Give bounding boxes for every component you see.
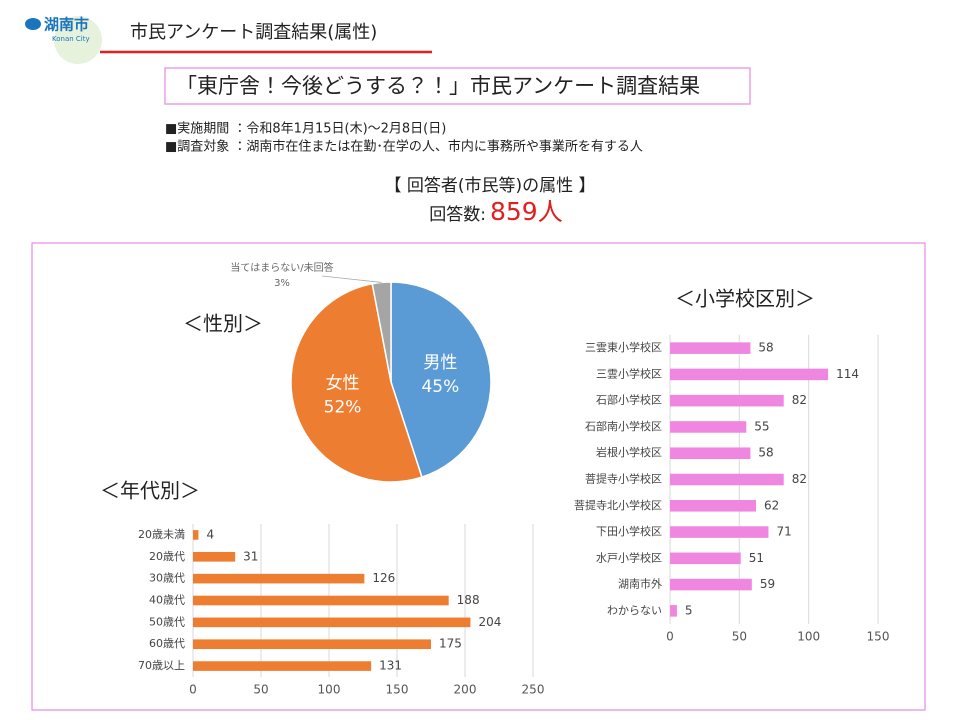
info-line: ■調査対象 ：湖南市在住または在勤･在学の人、市内に事務所や事業所を有する人 (165, 139, 643, 155)
data-label: 62 (764, 498, 779, 512)
chart-title: ＜小学校区別＞ (675, 287, 815, 311)
bar (670, 421, 747, 433)
slice-label: 男性 (423, 353, 457, 373)
data-label: 51 (749, 551, 764, 565)
slice-label: 女性 (326, 373, 360, 393)
bar (193, 530, 199, 540)
slice-value: 3% (274, 278, 290, 289)
y-tick-label: 菩提寺北小学校区 (574, 498, 662, 512)
pie-slice (371, 281, 392, 383)
data-label: 175 (439, 637, 462, 651)
y-tick-label: 70歳以上 (138, 659, 185, 672)
x-tick-label: 150 (386, 683, 409, 697)
y-tick-label: 30歳代 (149, 572, 185, 585)
x-tick-label: 200 (454, 683, 477, 697)
info-line: ■実施期間 ：令和8年1月15日(木)～2月8日(日) (165, 121, 446, 137)
bar (193, 661, 372, 671)
bar (670, 447, 751, 460)
y-tick-label: 菩提寺小学校区 (585, 472, 662, 486)
data-label: 204 (478, 615, 501, 629)
main-title-box (164, 67, 751, 105)
bar (670, 578, 752, 591)
data-label: 71 (776, 525, 791, 539)
bar (193, 617, 471, 628)
y-tick-label: 下田小学校区 (596, 524, 662, 538)
page-title: 市民アンケート調査結果(属性) (130, 22, 377, 43)
bar (193, 573, 365, 584)
data-label: 82 (792, 393, 807, 407)
x-tick-label: 0 (189, 683, 197, 697)
section-title: 【 回答者(市民等)の属性 】 (384, 175, 595, 196)
data-label: 114 (836, 367, 859, 381)
data-label: 58 (758, 341, 773, 355)
bar (670, 368, 829, 381)
bar (670, 552, 741, 565)
bar (670, 342, 751, 354)
bar (670, 394, 784, 407)
x-tick-label: 100 (797, 630, 820, 644)
y-tick-label: 60歳代 (149, 637, 185, 650)
y-tick-label: 三雲東小学校区 (585, 340, 662, 354)
y-tick-label: 岩根小学校区 (596, 445, 662, 459)
main-title: 「東庁舎！今後どうする？！」市民アンケート調査結果 (176, 74, 700, 98)
data-label: 31 (243, 549, 258, 563)
bar (670, 526, 769, 538)
y-tick-label: 20歳未満 (138, 528, 185, 541)
x-tick-label: 100 (318, 683, 341, 697)
bar (193, 551, 236, 562)
data-label: 82 (792, 472, 807, 486)
slice-label: 当てはまらない/未回答 (230, 261, 333, 274)
bar (670, 473, 784, 486)
chart-title: ＜性別＞ (183, 312, 263, 336)
x-tick-label: 250 (522, 683, 545, 697)
data-label: 5 (685, 603, 693, 617)
pie-slice (290, 282, 423, 483)
data-label: 4 (206, 527, 214, 541)
data-label: 55 (754, 419, 769, 433)
logo-circle (54, 16, 102, 64)
y-tick-label: 40歳代 (149, 594, 185, 607)
data-label: 131 (379, 659, 402, 673)
y-tick-label: 湖南市外 (618, 578, 662, 591)
y-tick-label: 石部南小学校区 (585, 419, 662, 433)
y-tick-label: わからない (607, 604, 662, 617)
chart-title: ＜年代別＞ (100, 479, 200, 503)
bar (670, 605, 677, 617)
y-tick-label: 水戸小学校区 (596, 550, 662, 564)
x-tick-label: 50 (732, 630, 747, 644)
leader-line (321, 275, 382, 283)
bar (193, 639, 431, 650)
data-label: 188 (457, 593, 480, 607)
x-tick-label: 150 (867, 630, 890, 644)
respondents-label: 回答数: (429, 204, 486, 225)
x-tick-label: 50 (253, 683, 268, 697)
x-tick-label: 0 (666, 630, 674, 644)
y-tick-label: 50歳代 (149, 615, 185, 628)
chart-frame (31, 242, 926, 711)
data-label: 58 (758, 446, 773, 460)
bar (670, 499, 756, 512)
logo-sub: Konan City (52, 35, 90, 43)
y-tick-label: 石部小学校区 (596, 393, 662, 407)
data-label: 59 (760, 577, 775, 591)
data-label: 126 (372, 571, 395, 585)
logo-icon (25, 18, 41, 30)
slice-value: 45% (421, 377, 459, 397)
y-tick-label: 三雲小学校区 (596, 366, 662, 380)
logo-text: 湖南市 (44, 16, 89, 34)
pie-slice (390, 281, 492, 479)
y-tick-label: 20歳代 (149, 550, 185, 563)
bar (193, 595, 449, 606)
slice-value: 52% (324, 397, 362, 417)
respondents-value: 859人 (490, 197, 563, 226)
